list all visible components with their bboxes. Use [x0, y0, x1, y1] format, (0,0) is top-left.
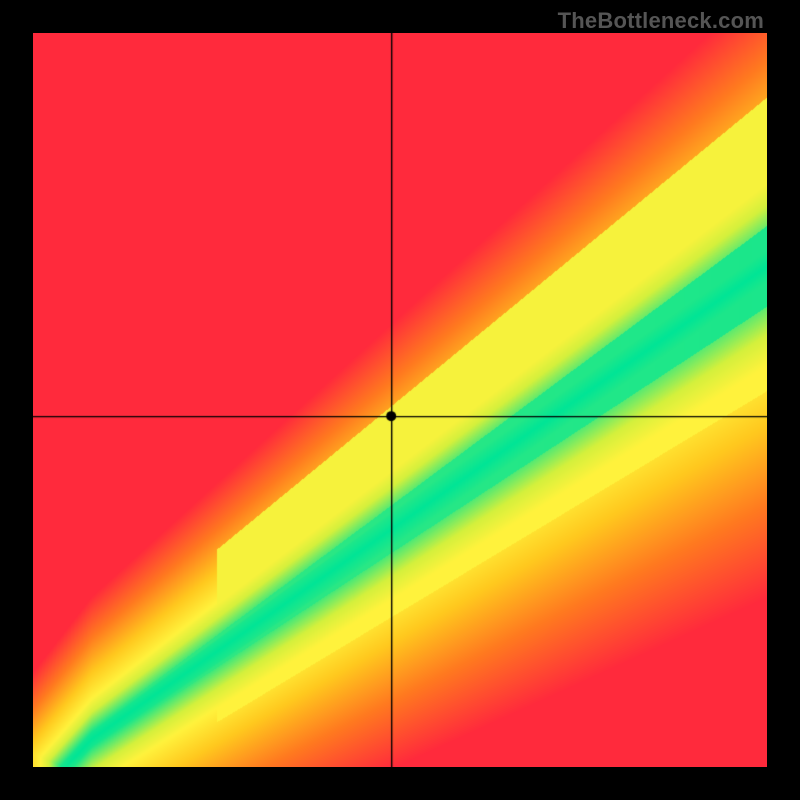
bottleneck-heatmap [33, 33, 767, 767]
chart-container: TheBottleneck.com [0, 0, 800, 800]
watermark-text: TheBottleneck.com [558, 8, 764, 34]
